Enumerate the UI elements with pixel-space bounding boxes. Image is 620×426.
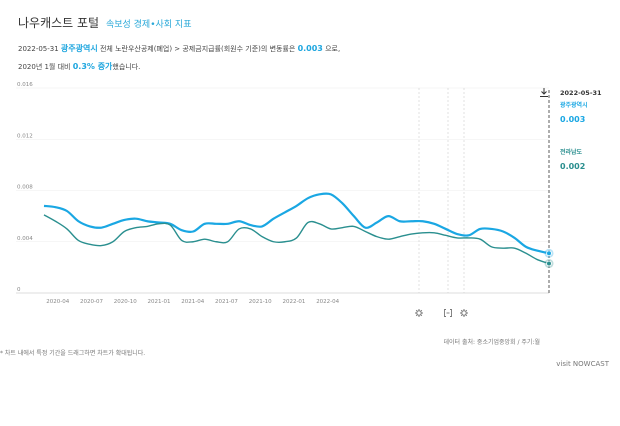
summary-change: 0.3% 증가 bbox=[72, 62, 113, 71]
y-axis: 0.016 0.012 0.008 0.004 0 bbox=[17, 82, 33, 293]
series-endpoints bbox=[544, 248, 554, 269]
series-line-1 bbox=[43, 192, 550, 255]
x-tick-label: 2020-04 bbox=[46, 299, 69, 305]
summary-line-1: 2022-05-31 광주광역시 전체 노란우산공제(폐업) > 공제금지급률(… bbox=[18, 43, 340, 54]
legend-name-1: 광주광역시 bbox=[560, 101, 588, 109]
gear-icon[interactable] bbox=[415, 309, 423, 317]
legend-value-2: 0.002 bbox=[560, 162, 585, 171]
page-title: 나우캐스트 포털 속보성 경제•사회 지표 bbox=[18, 14, 192, 31]
y-tick-label: 0.008 bbox=[17, 185, 33, 191]
y-tick-label: 0 bbox=[17, 287, 21, 293]
portal-title: 나우캐스트 포털 bbox=[18, 16, 100, 30]
x-tick-label: 2021-10 bbox=[249, 299, 272, 305]
x-axis: 2020-04 2020-07 2020-10 2021-01 2021-04 2021-… bbox=[46, 299, 339, 305]
legend-date: 2022-05-31 bbox=[560, 89, 602, 97]
x-tick-label: 2022-01 bbox=[282, 299, 305, 305]
portal-subtitle: 속보성 경제•사회 지표 bbox=[105, 20, 192, 30]
download-icon[interactable] bbox=[540, 88, 548, 97]
fit-icon[interactable] bbox=[444, 309, 452, 317]
summary-text-d: 했습니다. bbox=[112, 63, 141, 71]
endpoint-dot-1 bbox=[546, 250, 552, 257]
y-tick-label: 0.004 bbox=[17, 236, 33, 242]
summary-value: 0.003 bbox=[297, 44, 323, 53]
x-tick-label: 2021-07 bbox=[215, 299, 238, 305]
x-tick-label: 2021-01 bbox=[147, 299, 170, 305]
grid bbox=[16, 87, 549, 294]
summary-line-2: 2020년 1월 대비 0.3% 증가했습니다. bbox=[18, 61, 140, 72]
legend-value-1: 0.003 bbox=[560, 115, 585, 124]
x-tick-label: 2020-07 bbox=[80, 299, 103, 305]
drag-zoom-note: * 차트 내에서 특정 기간을 드래그하면 차트가 확대됩니다. bbox=[0, 350, 146, 357]
visit-link[interactable]: visit NOWCAST bbox=[556, 360, 609, 368]
y-tick-label: 0.012 bbox=[17, 133, 33, 139]
series-lines bbox=[43, 192, 550, 265]
legend-name-2: 전라남도 bbox=[560, 148, 583, 156]
summary-date: 2022-05-31 bbox=[18, 45, 59, 53]
data-source: 데이터 출처: 중소기업중앙회 / 주기:월 bbox=[443, 339, 541, 346]
x-tick-label: 2022-04 bbox=[316, 299, 339, 305]
summary-text-a: 전체 노란우산공제(폐업) > 공제금지급률(회원수 기준)의 변동률은 bbox=[99, 45, 296, 53]
x-tick-label: 2021-04 bbox=[181, 299, 204, 305]
endpoint-dot-2 bbox=[546, 260, 552, 267]
summary-region: 광주광역시 bbox=[60, 44, 98, 53]
x-tick-label: 2020-10 bbox=[114, 299, 137, 305]
legend: 2022-05-31 광주광역시 0.003 전라남도 0.002 bbox=[560, 89, 602, 171]
summary-text-c: 2020년 1월 대비 bbox=[18, 63, 71, 71]
series-line-2 bbox=[43, 214, 550, 265]
y-tick-label: 0.016 bbox=[17, 82, 33, 88]
summary-text-b: 으로, bbox=[325, 45, 341, 53]
gear-icon[interactable] bbox=[460, 309, 468, 317]
